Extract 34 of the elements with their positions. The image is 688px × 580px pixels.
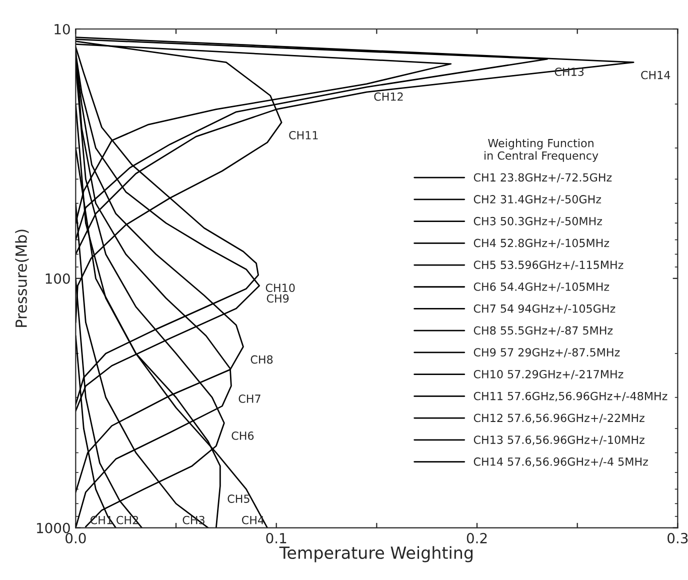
- legend-label: CH11 57.6GHz,56.96GHz+/-48MHz: [474, 392, 668, 402]
- legend-label: CH5 53.596GHz+/-115MHz: [474, 260, 624, 270]
- x-axis-title: Temperature Weighting: [279, 546, 473, 562]
- legend-label: CH3 50.3GHz+/-50MHz: [474, 216, 602, 226]
- y-tick-label: 10: [54, 24, 70, 34]
- annotation: CH10: [266, 284, 295, 292]
- legend-label: CH2 31.4GHz+/-50GHz: [474, 195, 602, 204]
- x-tick-label: 0.2: [466, 532, 487, 544]
- legend-label: CH8 55.5GHz+/-87 5MHz: [474, 326, 613, 336]
- annotation: CH5: [228, 494, 250, 503]
- x-tick-label: 0.0: [66, 532, 86, 544]
- legend-title: Weighting Function in Central Frequency: [484, 138, 598, 162]
- legend-label: CH10 57.29GHz+/-217MHz: [474, 370, 624, 380]
- legend-label: CH4 52.8GHz+/-105MHz: [474, 238, 610, 248]
- y-tick-label: 100: [46, 273, 70, 284]
- annotation: CH11: [289, 130, 318, 140]
- annotation: CH7: [238, 394, 260, 403]
- annotation: CH6: [232, 432, 254, 440]
- legend-label: CH1 23.8GHz+/-72.5GHz: [474, 173, 612, 182]
- x-tick-label: 0.3: [668, 532, 688, 544]
- y-axis-title: Pressure(Mb): [15, 230, 29, 327]
- legend-label: CH12 57.6,56.96GHz+/-22MHz: [474, 414, 644, 424]
- x-tick-label: 0.1: [266, 532, 286, 544]
- annotation: CH14: [641, 70, 670, 80]
- legend-label: CH9 57 29GHz+/-87.5MHz: [474, 348, 620, 358]
- annotation: CH9: [266, 294, 289, 303]
- legend-label: CH13 57.6,56.96GHz+/-10MHz: [474, 436, 644, 446]
- legend-label: CH14 57.6,56.96GHz+/-4 5MHz: [474, 457, 648, 467]
- annotation: CH8: [250, 355, 273, 364]
- annotation: CH12: [374, 92, 403, 101]
- y-tick-label: 1000: [36, 522, 70, 534]
- legend-label: CH6 54.4GHz+/-105MHz: [474, 282, 610, 292]
- annotation: CH13: [554, 68, 584, 76]
- legend-label: CH7 54 94GHz+/-105GHz: [474, 304, 616, 314]
